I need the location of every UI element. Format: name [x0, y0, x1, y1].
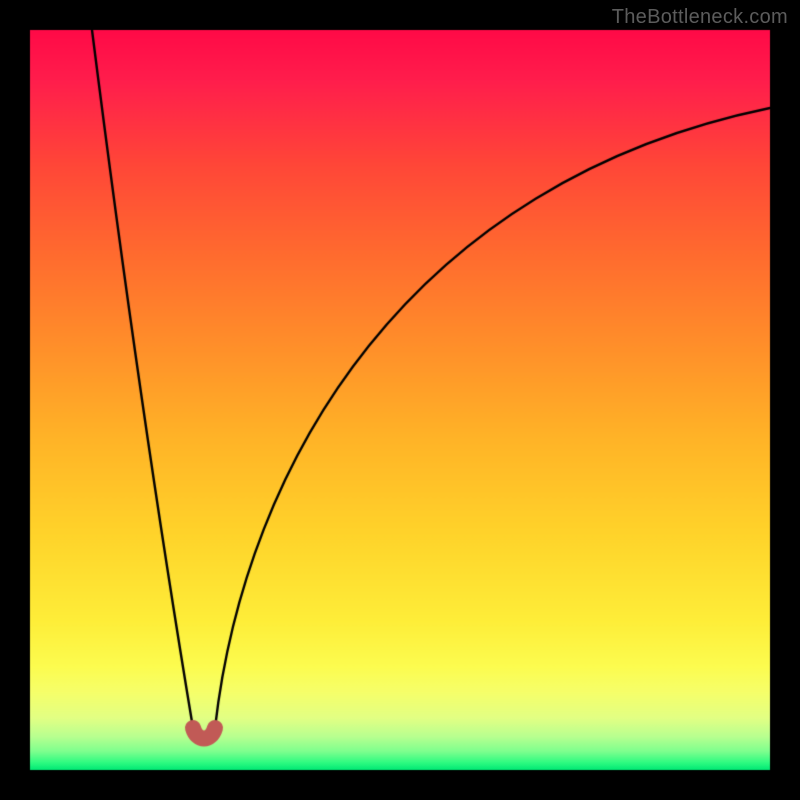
chart-stage: TheBottleneck.com [0, 0, 800, 800]
bottleneck-curve [0, 0, 800, 800]
watermark-text: TheBottleneck.com [612, 6, 788, 29]
